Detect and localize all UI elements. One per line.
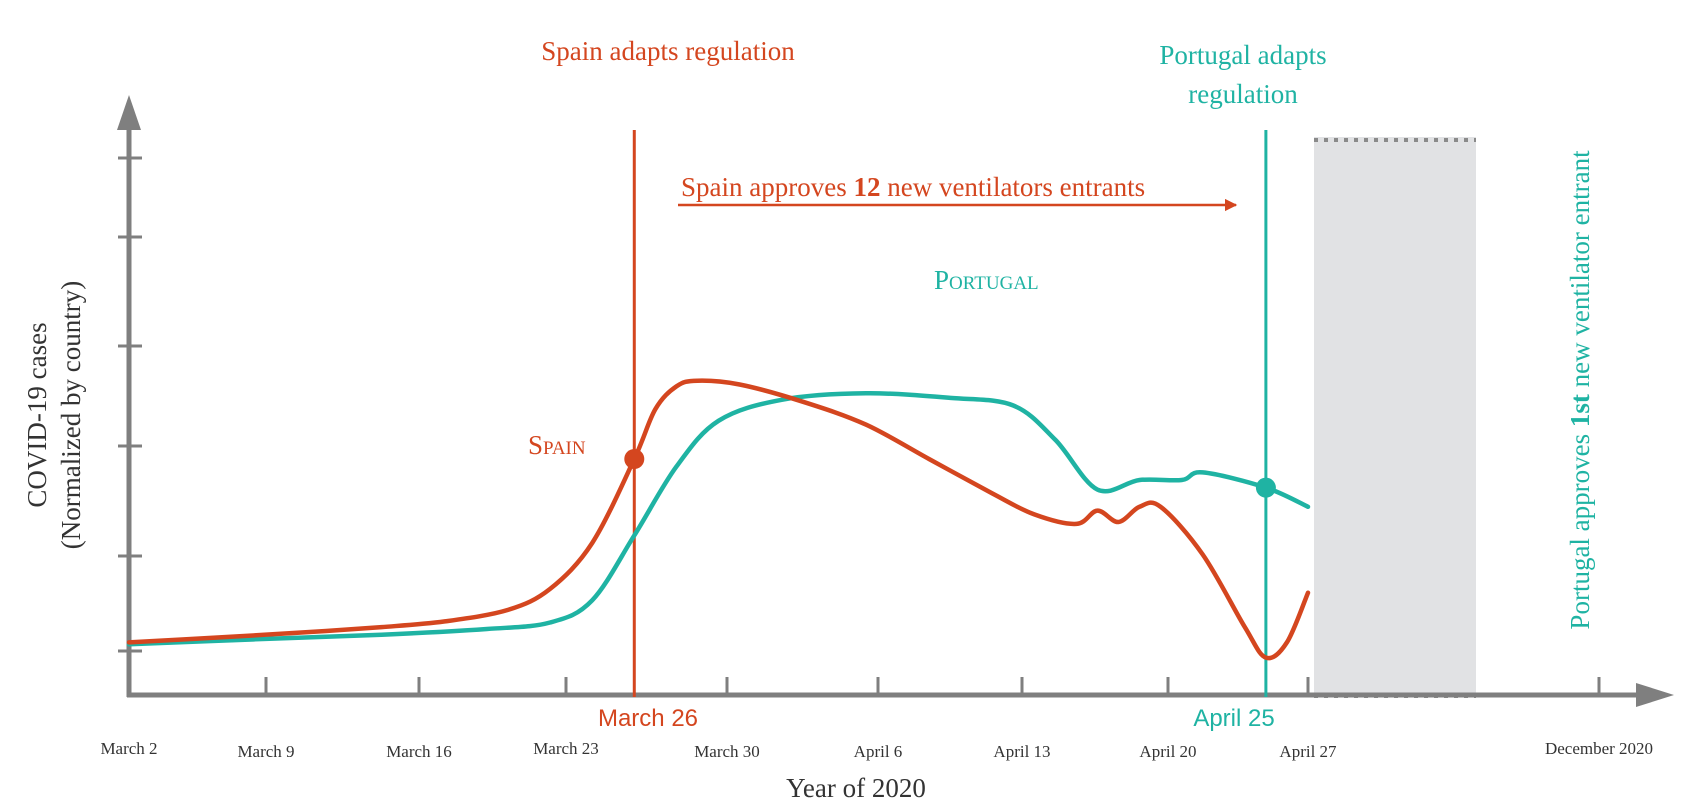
y-axis-title-line2: (Normalized by country) bbox=[56, 281, 86, 549]
x-tick-label: March 30 bbox=[694, 742, 760, 761]
portugal-regulation-annotation-line1: Portugal adapts bbox=[1159, 40, 1326, 70]
y-axis-ticks bbox=[118, 156, 142, 653]
portugal-approval-text-post: new ventilator entrant bbox=[1565, 150, 1595, 394]
portugal-regulation-annotation-line2: regulation bbox=[1188, 79, 1298, 109]
x-axis-title: Year of 2020 bbox=[786, 773, 926, 803]
portugal-regulation-marker bbox=[1255, 477, 1276, 498]
axes: March 2 March 9 March 16 March 23 March 30 Ap… bbox=[100, 95, 1674, 761]
spain-series-label: Spain bbox=[528, 430, 586, 460]
spain-approval-count: 12 bbox=[853, 172, 880, 202]
portugal-approval-ordinal: 1st bbox=[1565, 394, 1595, 427]
spain-regulation-marker bbox=[624, 449, 645, 469]
portugal-series-label: Portugal bbox=[934, 265, 1039, 295]
x-axis-tick-labels: March 2 March 9 March 16 March 23 March 30 Ap… bbox=[100, 739, 1653, 761]
x-tick-label: April 6 bbox=[854, 742, 903, 761]
x-tick-label: April 27 bbox=[1279, 742, 1337, 761]
gap-region bbox=[1314, 137, 1476, 698]
spain-series-line bbox=[126, 378, 1311, 661]
spain-approval-text-pre: Spain approves bbox=[681, 172, 853, 202]
gap-region-fill bbox=[1314, 137, 1476, 697]
x-tick-label: April 20 bbox=[1139, 742, 1196, 761]
portugal-approval-text-pre: Portugal approves bbox=[1565, 427, 1595, 629]
x-tick-label: March 9 bbox=[237, 742, 294, 761]
spain-approval-text-post: new ventilators entrants bbox=[880, 172, 1145, 202]
y-axis-arrowhead bbox=[117, 95, 141, 130]
x-tick-label: March 2 bbox=[100, 739, 157, 758]
portugal-regulation-date: April 25 bbox=[1193, 705, 1274, 732]
spain-regulation-annotation: Spain adapts regulation bbox=[541, 36, 795, 66]
spain-regulation-date: March 26 bbox=[598, 705, 698, 732]
x-tick-label: December 2020 bbox=[1545, 739, 1653, 758]
spain-approval-annotation: Spain approves 12 new ventilators entran… bbox=[681, 172, 1145, 202]
x-tick-label: March 16 bbox=[386, 742, 452, 761]
x-tick-label: April 13 bbox=[993, 742, 1050, 761]
portugal-approval-annotation: Portugal approves 1st new ventilator ent… bbox=[1565, 150, 1595, 630]
x-axis-arrowhead bbox=[1636, 683, 1674, 707]
x-axis-ticks bbox=[264, 677, 1601, 697]
portugal-series-line bbox=[126, 391, 1311, 647]
y-axis-title: COVID-19 cases (Normalized by country) bbox=[22, 281, 86, 549]
x-tick-label: March 23 bbox=[533, 739, 599, 758]
y-axis-title-line1: COVID-19 cases bbox=[22, 322, 52, 507]
